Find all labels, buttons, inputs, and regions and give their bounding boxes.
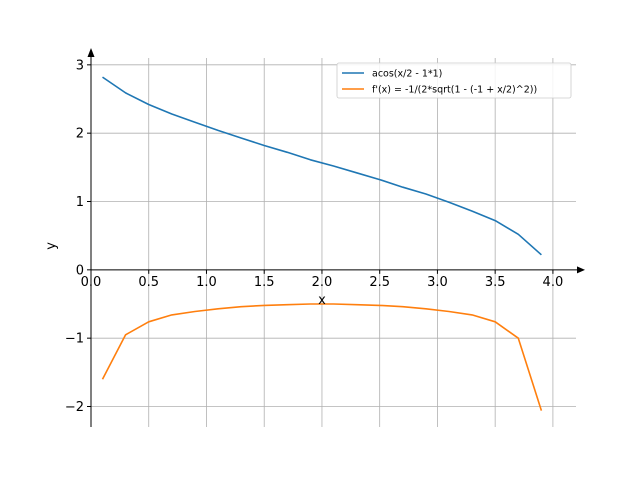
legend-label-derivative: f'(x) = -1/(2*sqrt(1 - (-1 + x/2)^2)) (372, 85, 537, 96)
y-tick-label-3: 1 (76, 195, 84, 210)
x-axis-arrow-icon (577, 266, 585, 274)
x-tick-label-3: 1.5 (254, 275, 275, 290)
x-tick-label-6: 3.0 (427, 275, 448, 290)
series-line-1 (101, 303, 543, 411)
y-tick-label-2: 0 (76, 263, 84, 278)
x-tick-label-0: 0.0 (81, 275, 102, 290)
x-tick-label-8: 4.0 (543, 275, 564, 290)
y-tick-label-4: 2 (76, 127, 84, 142)
y-tick-label-5: 3 (76, 58, 84, 73)
series-line-0 (102, 76, 542, 256)
y-axis-arrow-icon (87, 48, 95, 57)
y-tick-label-0: −2 (65, 400, 84, 415)
x-tick-label-2: 1.0 (196, 275, 217, 290)
x-tick-label-7: 3.5 (485, 275, 506, 290)
y-tick-label-1: −1 (65, 332, 84, 347)
axes (87, 48, 585, 427)
y-axis-label: y (44, 242, 59, 250)
legend: acos(x/2 - 1*1) f'(x) = -1/(2*sqrt(1 - (… (336, 62, 572, 99)
series-layer (101, 76, 543, 411)
legend-label-acos: acos(x/2 - 1*1) (372, 69, 442, 80)
x-tick-label-1: 0.5 (138, 275, 159, 290)
x-tick-label-4: 2.0 (312, 275, 333, 290)
x-tick-label-5: 2.5 (369, 275, 390, 290)
ticks: 0.0 0.5 1.0 1.5 2.0 2.5 3.0 3.5 4.0 −2 −1 0 1 2 3 (65, 58, 563, 415)
legend-box (336, 62, 572, 99)
x-axis-label: x (318, 293, 326, 308)
grid (91, 58, 576, 427)
